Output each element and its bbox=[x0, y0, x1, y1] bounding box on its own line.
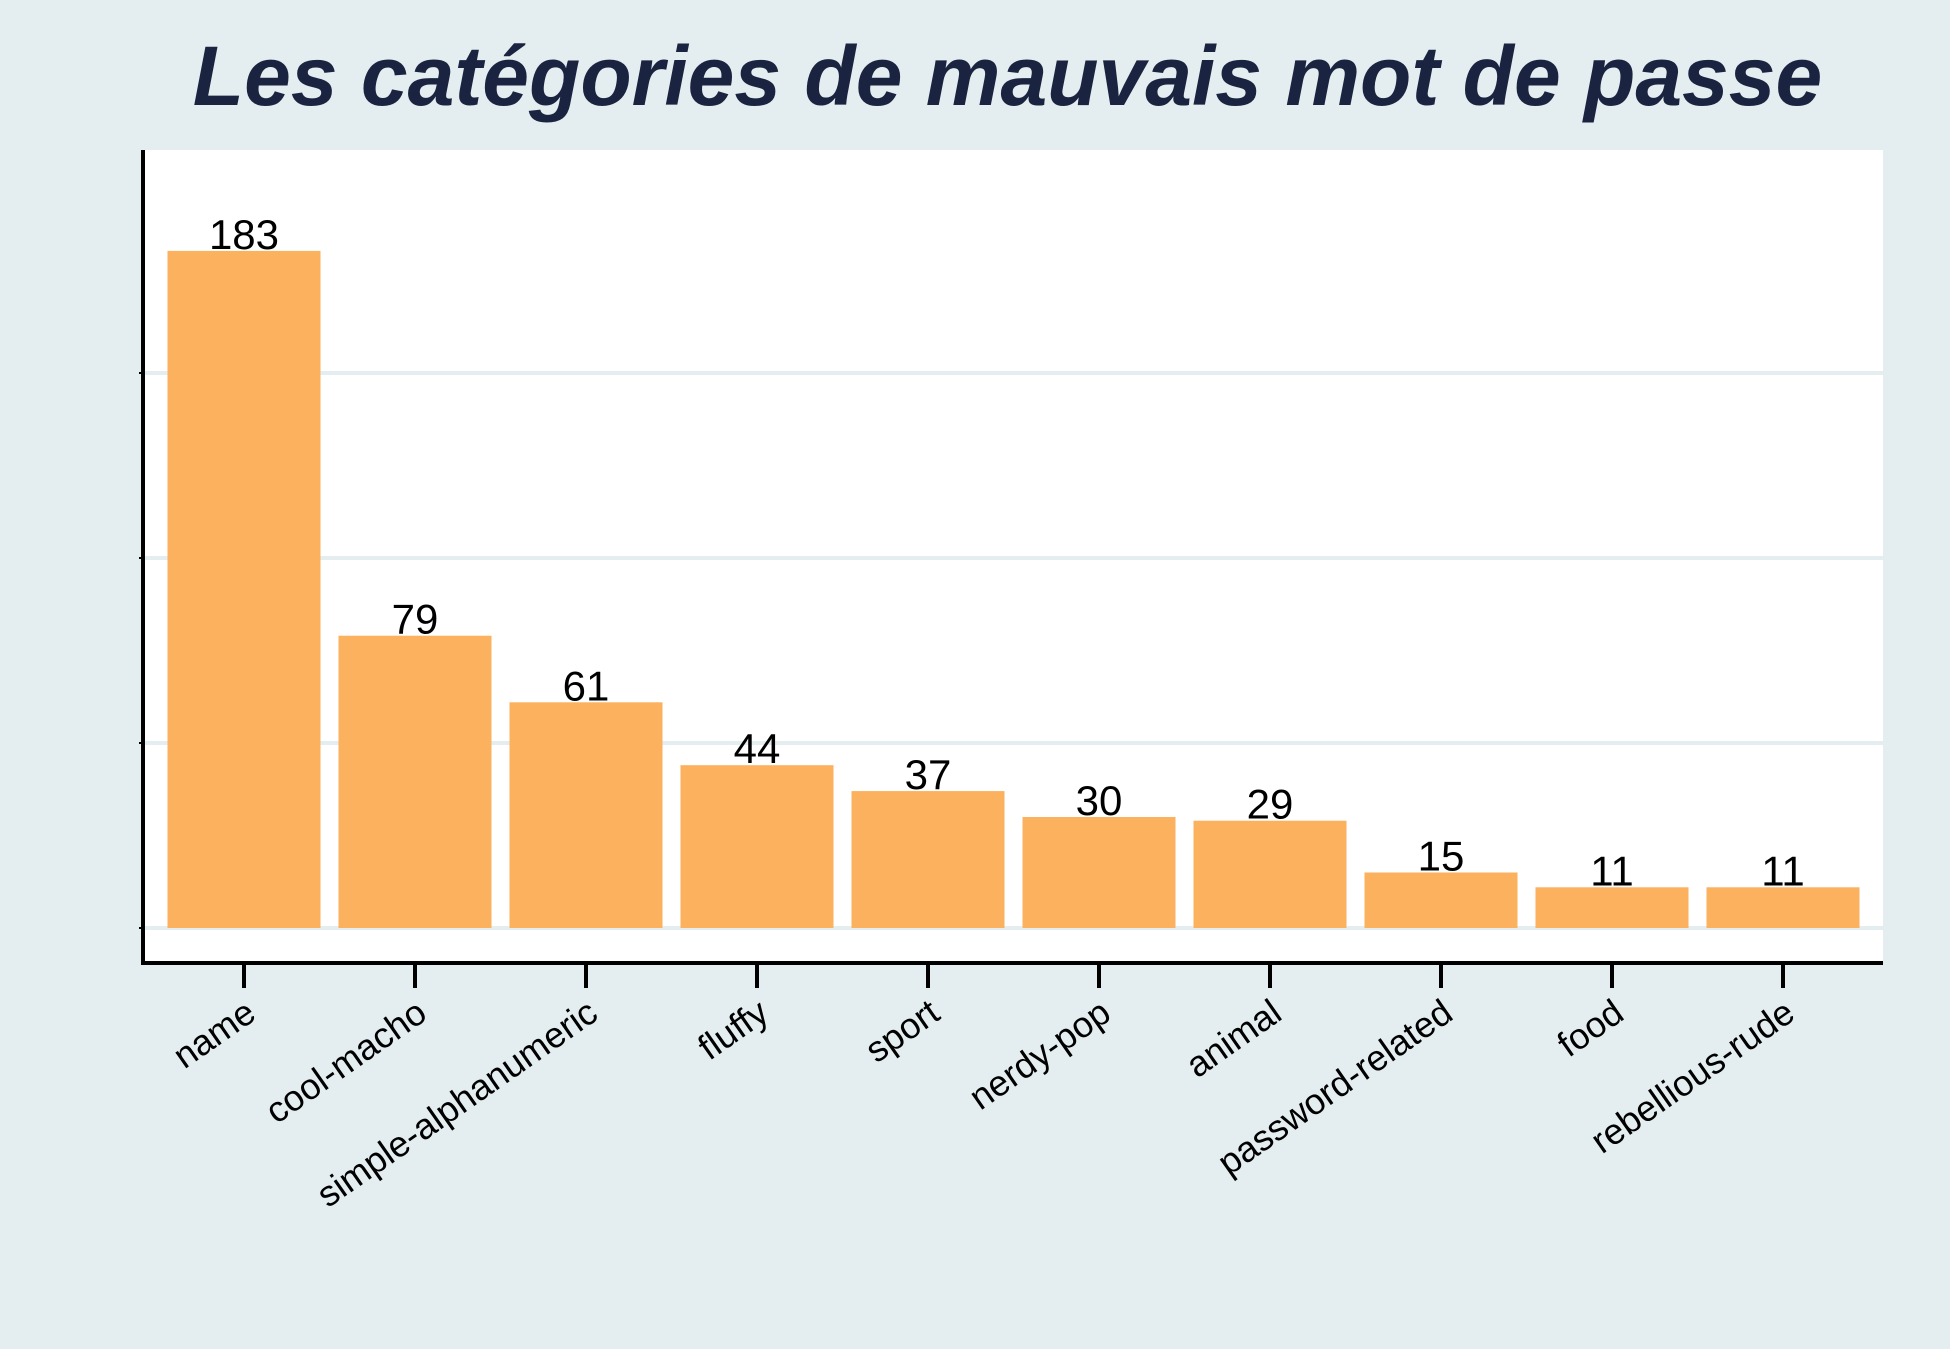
x-tick-label: sport bbox=[858, 991, 947, 1070]
bar-nerdy-pop bbox=[1022, 817, 1176, 928]
bar-value-labels: 183 79 61 44 37 30 29 15 11 11 bbox=[209, 211, 1805, 894]
bar-food bbox=[1535, 887, 1689, 928]
bar-value-label: 79 bbox=[392, 596, 439, 643]
bar-value-label: 11 bbox=[1590, 847, 1634, 894]
chart-title: Les catégories de mauvais mot de passe bbox=[192, 29, 1823, 123]
bar-cool-macho bbox=[338, 635, 492, 928]
bar-animal bbox=[1193, 820, 1347, 928]
bar-value-label: 44 bbox=[734, 725, 781, 772]
x-tick-label: name bbox=[165, 991, 262, 1076]
bar-value-label: 15 bbox=[1418, 833, 1465, 880]
bar-value-label: 61 bbox=[563, 662, 610, 709]
bar-fluffy bbox=[680, 765, 834, 928]
bar-value-label: 30 bbox=[1076, 777, 1123, 824]
x-tick-label: nerdy-pop bbox=[961, 991, 1117, 1118]
bar-sport bbox=[851, 791, 1005, 928]
bar-password-related bbox=[1364, 872, 1518, 928]
bar-value-label: 11 bbox=[1761, 847, 1805, 894]
bar-rebellious-rude bbox=[1706, 887, 1860, 928]
x-tick-label: simple-alphanumeric bbox=[309, 991, 605, 1215]
x-tick-label: cool-macho bbox=[258, 991, 434, 1131]
x-tick-label: food bbox=[1550, 991, 1631, 1065]
bars bbox=[167, 250, 1860, 928]
bar-value-label: 29 bbox=[1247, 781, 1294, 828]
bar-simple-alphanumeric bbox=[509, 702, 663, 928]
bar-name bbox=[167, 250, 321, 928]
bar-value-label: 183 bbox=[209, 211, 279, 258]
bar-value-label: 37 bbox=[905, 751, 952, 798]
x-tick-label: fluffy bbox=[690, 991, 775, 1068]
x-tick-label: animal bbox=[1178, 991, 1288, 1085]
